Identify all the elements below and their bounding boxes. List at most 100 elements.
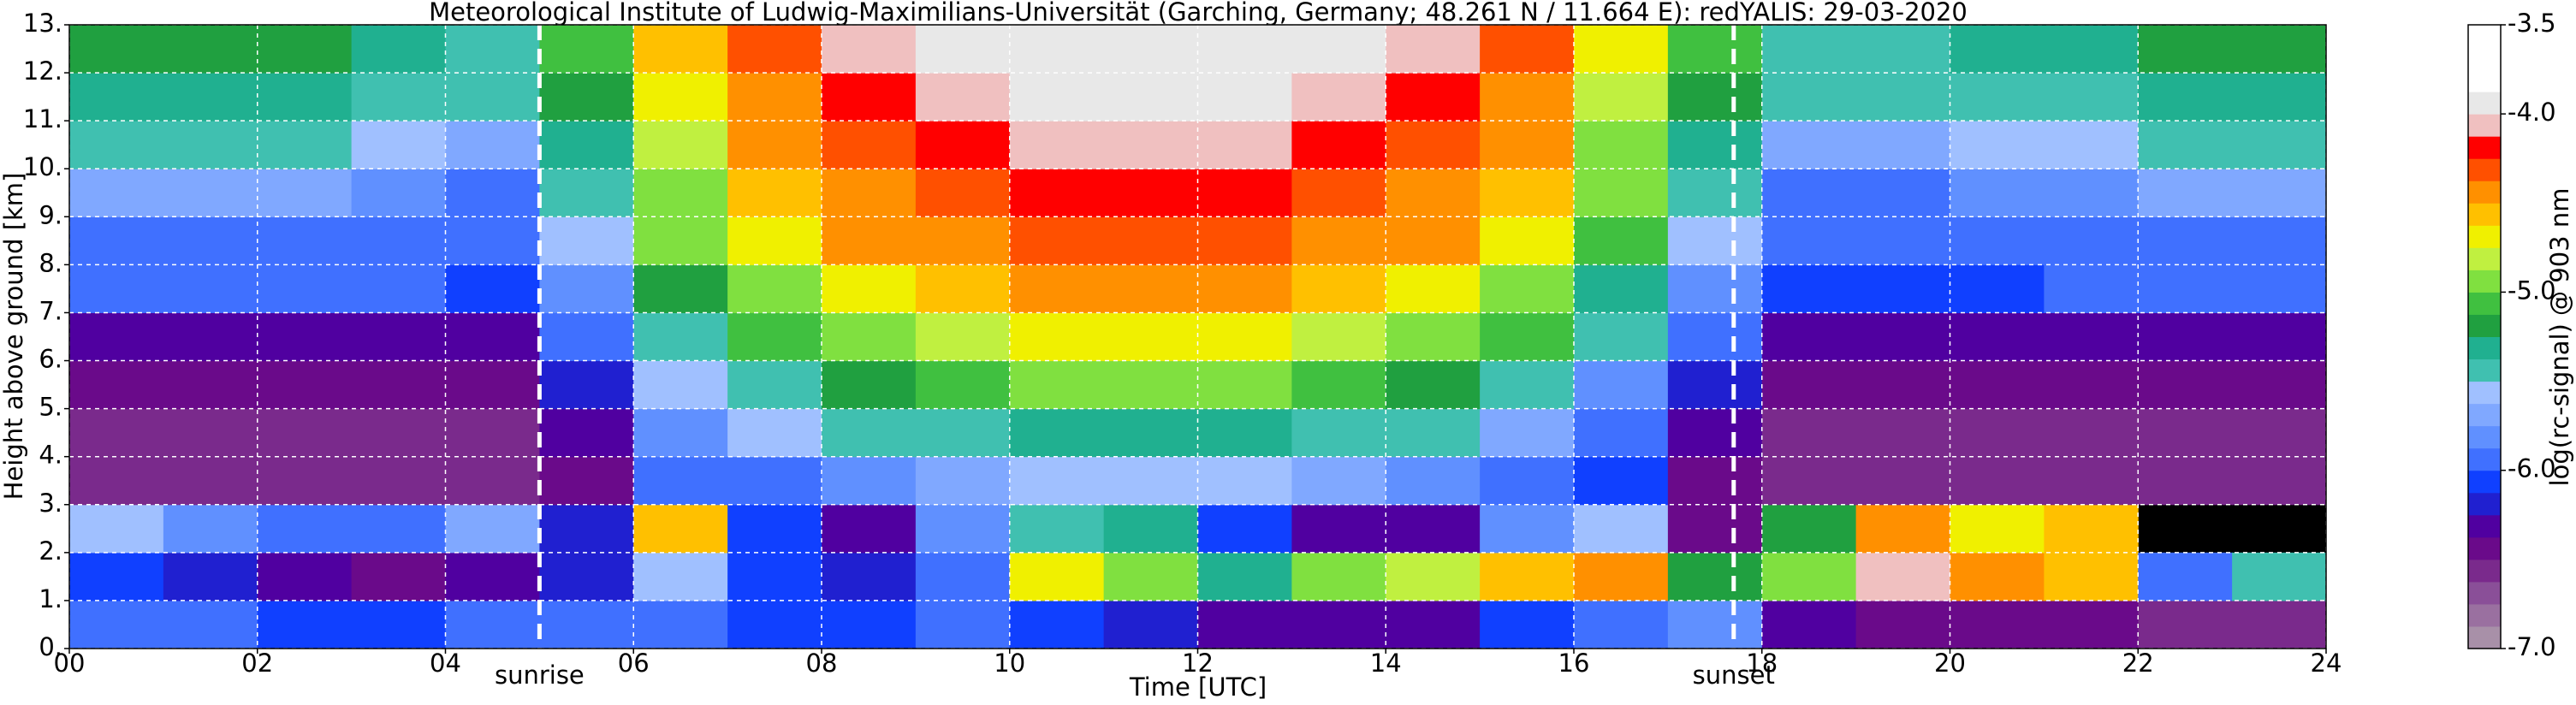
heat-cell — [1667, 504, 1763, 554]
heat-cell — [257, 216, 353, 265]
heat-cell — [1197, 312, 1292, 362]
heat-cell — [1855, 73, 1950, 121]
heat-cell — [539, 504, 634, 554]
heat-cell — [1574, 264, 1669, 313]
heat-cell — [1009, 456, 1105, 506]
heat-cell — [163, 216, 258, 265]
heat-cell — [1386, 264, 1481, 313]
heat-cell — [69, 504, 164, 554]
heat-cell — [163, 121, 258, 169]
heat-cell — [445, 312, 540, 362]
heat-cell — [1855, 216, 1950, 265]
heat-cell — [633, 552, 728, 601]
heat-cell — [1197, 216, 1292, 265]
heat-cell — [633, 121, 728, 169]
heat-cell — [633, 600, 728, 649]
heat-cell — [1386, 360, 1481, 410]
heat-cell — [1009, 504, 1105, 554]
heat-cell — [1574, 169, 1669, 217]
heat-cell — [1480, 216, 1575, 265]
heat-cell — [1386, 456, 1481, 506]
heat-cell — [1103, 552, 1198, 601]
heat-cell — [727, 360, 822, 410]
heat-cell — [1667, 600, 1763, 649]
heat-cell — [163, 312, 258, 362]
x-tick-label: 00 — [54, 649, 86, 678]
heat-cell — [2232, 600, 2327, 649]
heat-cell — [257, 25, 353, 74]
heat-cell — [633, 73, 728, 121]
heat-cell — [915, 552, 1011, 601]
heat-cell — [1855, 360, 1950, 410]
heat-cell — [2044, 456, 2139, 506]
heat-cell — [351, 504, 446, 554]
x-tick-label: 22 — [2122, 649, 2154, 678]
heat-cell — [727, 216, 822, 265]
heat-cell — [1855, 552, 1950, 601]
heat-cell — [915, 73, 1011, 121]
heat-cell — [1386, 312, 1481, 362]
colorbar-segment — [2468, 203, 2501, 226]
heat-cell — [727, 73, 822, 121]
heat-cell — [351, 25, 446, 74]
colorbar-segment — [2468, 292, 2501, 315]
heat-cell — [1667, 264, 1763, 313]
heat-cell — [2044, 216, 2139, 265]
heat-cell — [727, 121, 822, 169]
heat-cell — [351, 312, 446, 362]
heat-cell — [351, 121, 446, 169]
colorbar-segment — [2468, 314, 2501, 337]
heat-cell — [1197, 552, 1292, 601]
heat-cell — [633, 504, 728, 554]
heat-cell — [727, 552, 822, 601]
x-tick-label: 10 — [994, 649, 1025, 678]
heat-cell — [2044, 264, 2139, 313]
annotation-label: sunset — [1693, 661, 1775, 690]
heat-cell — [445, 121, 540, 169]
heat-cell — [351, 552, 446, 601]
heat-cell — [163, 408, 258, 458]
heat-cell — [1103, 264, 1198, 313]
heat-cell — [163, 73, 258, 121]
heat-cell — [1291, 600, 1386, 649]
heat-cell — [445, 73, 540, 121]
heat-cell — [915, 504, 1011, 554]
heat-cell — [539, 169, 634, 217]
heat-cell — [633, 264, 728, 313]
y-tick-label: 2. — [39, 536, 62, 566]
heat-cell — [1009, 73, 1105, 121]
heat-cell — [633, 25, 728, 74]
y-tick-label: 0. — [39, 632, 62, 661]
heat-cell — [1103, 504, 1198, 554]
heat-cell — [445, 408, 540, 458]
x-tick-label: 14 — [1370, 649, 1402, 678]
heat-cell — [822, 456, 917, 506]
heat-cell — [1386, 408, 1481, 458]
heat-cell — [633, 312, 728, 362]
colorbar-frame — [2467, 24, 2502, 649]
heat-cell — [539, 264, 634, 313]
heat-cell — [445, 264, 540, 313]
heat-cell — [1480, 600, 1575, 649]
heat-cell — [1761, 264, 1857, 313]
heat-cell — [1761, 504, 1857, 554]
heat-cell — [445, 169, 540, 217]
heat-cell — [445, 456, 540, 506]
heat-cell — [1574, 408, 1669, 458]
heat-cell — [727, 312, 822, 362]
heat-cell — [1103, 600, 1198, 649]
heat-cell — [1386, 600, 1481, 649]
heat-cell — [1950, 73, 2045, 121]
heat-cell — [1480, 264, 1575, 313]
heat-cell — [1480, 25, 1575, 74]
heat-cell — [1950, 456, 2045, 506]
heat-cell — [163, 504, 258, 554]
heat-cell — [257, 169, 353, 217]
colorbar-segment — [2468, 492, 2501, 516]
heat-cell — [257, 360, 353, 410]
heat-cell — [1103, 25, 1198, 74]
heat-cell — [2232, 121, 2327, 169]
heat-cell — [539, 600, 634, 649]
heat-cell — [351, 169, 446, 217]
